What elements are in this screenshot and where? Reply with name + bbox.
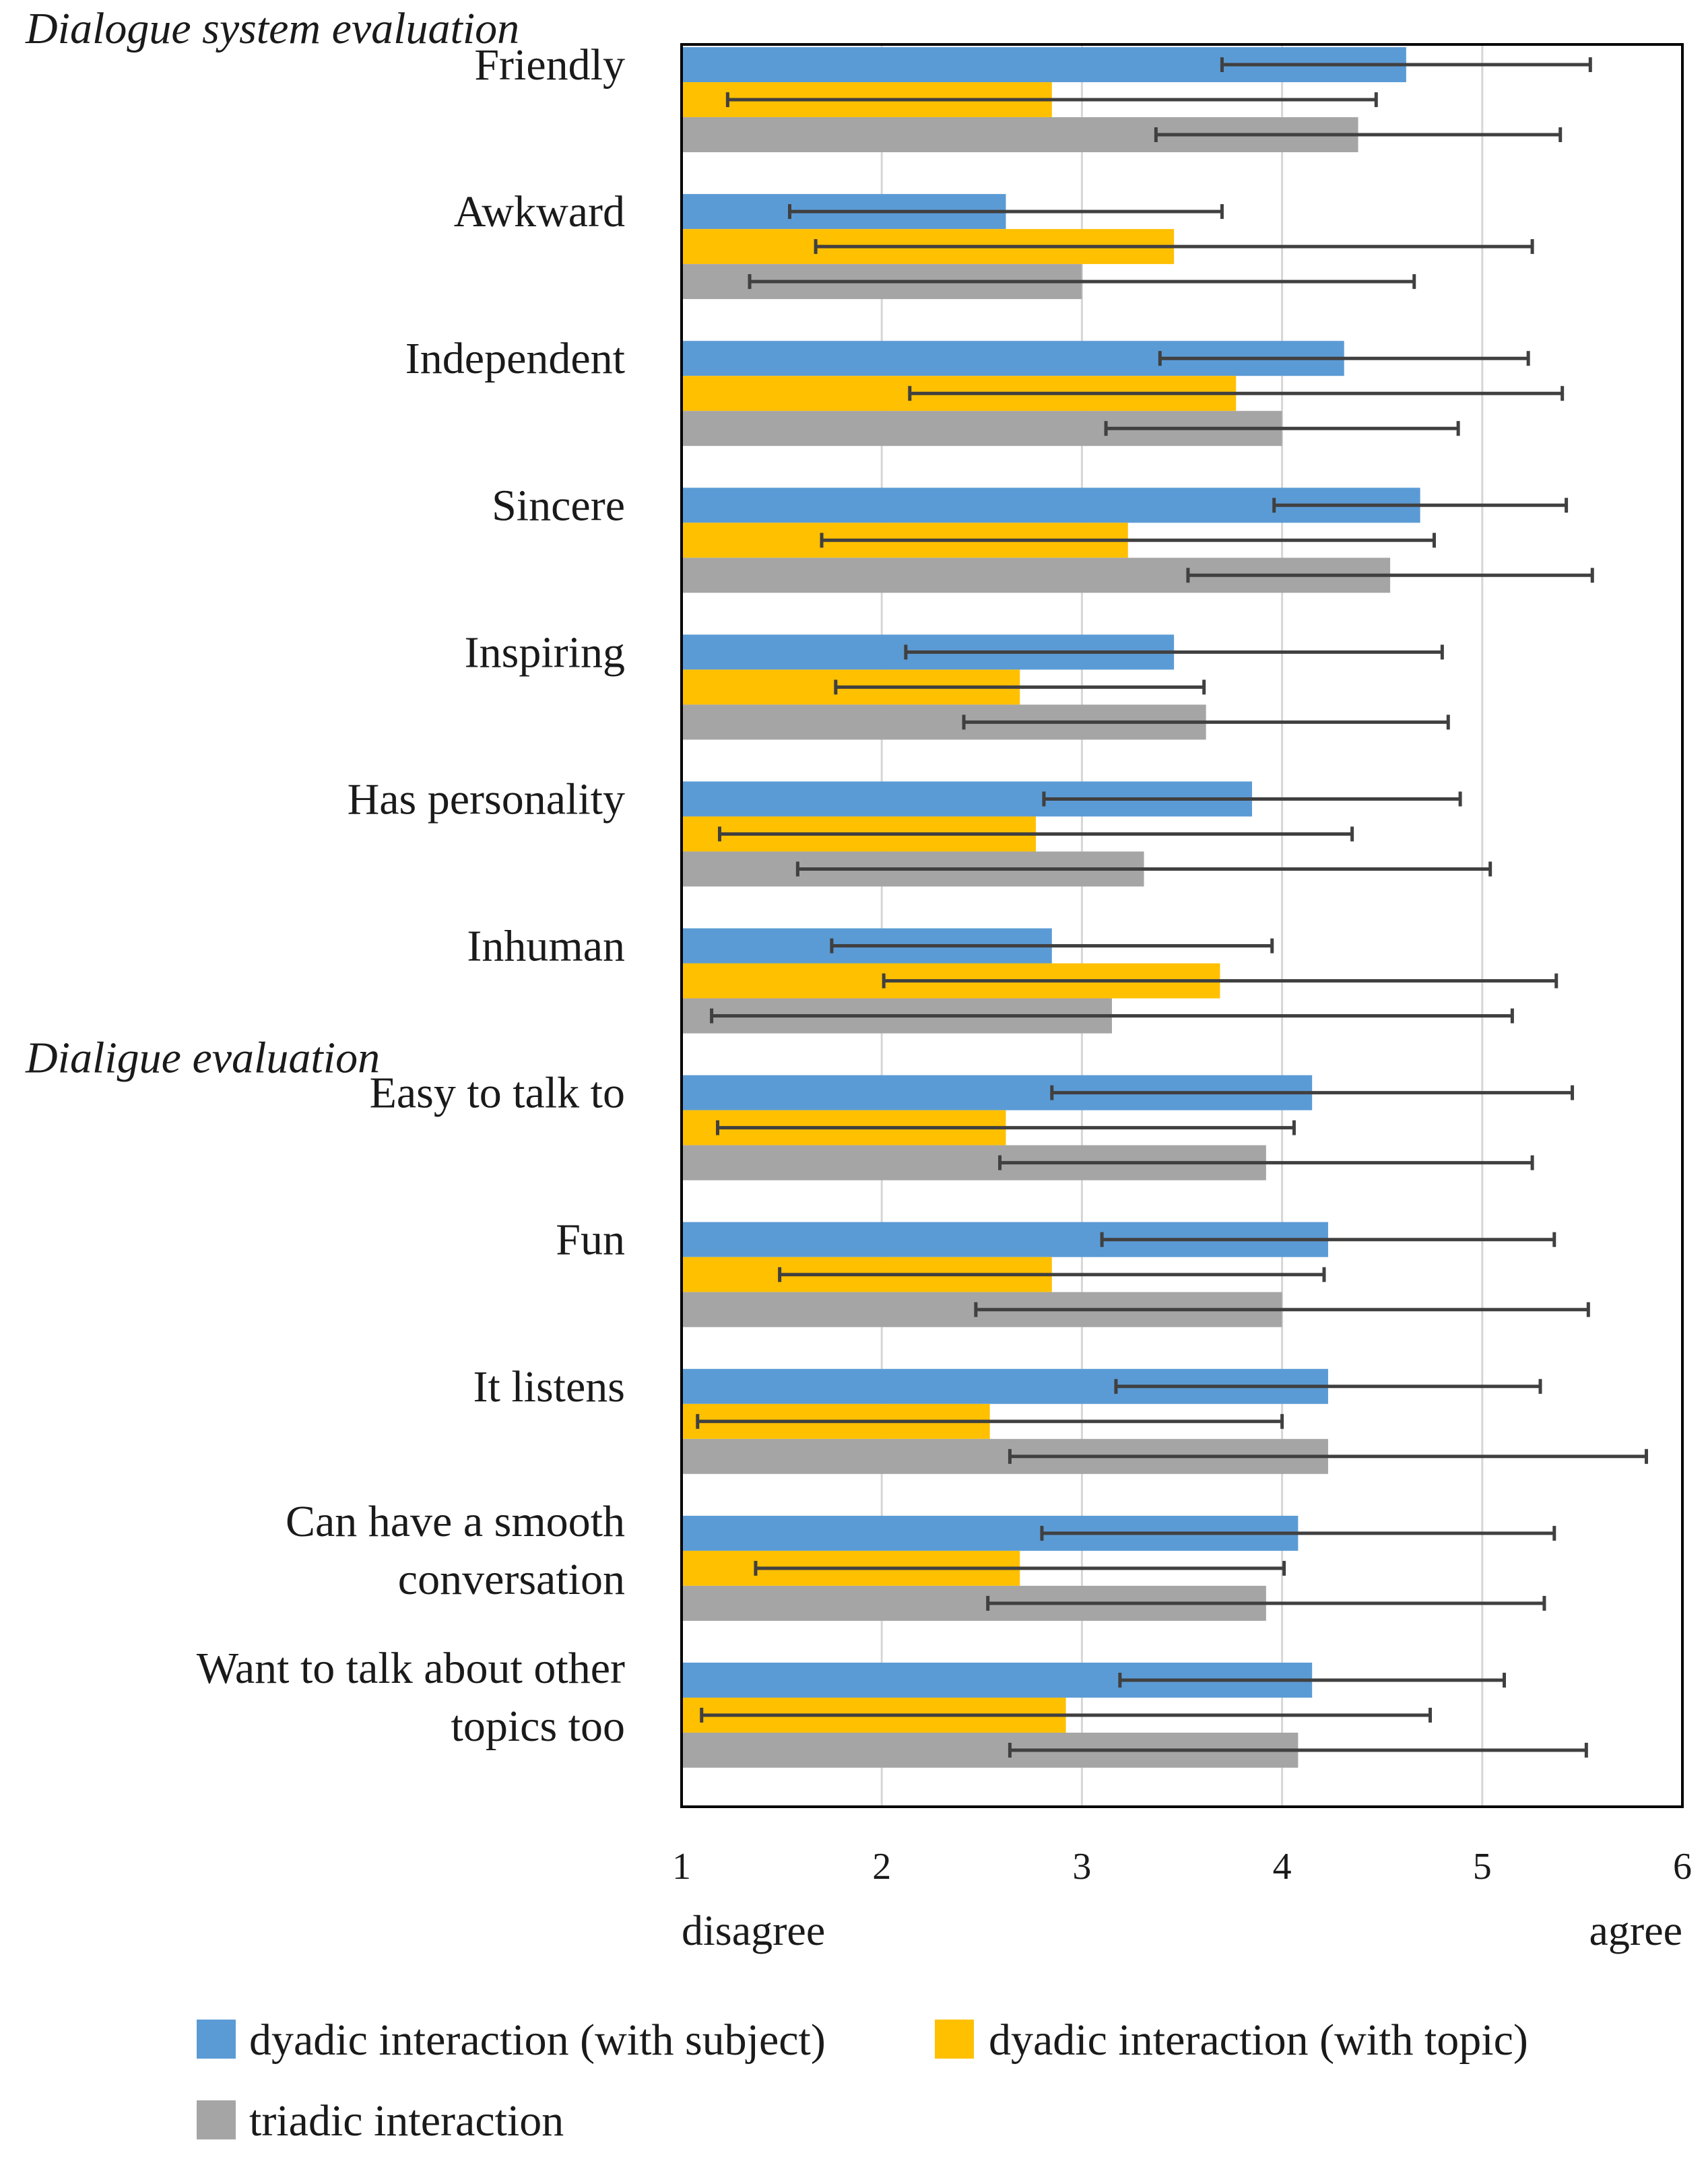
- legend-label-topic: dyadic interaction (with topic): [989, 2016, 1528, 2065]
- legend-label-subject: dyadic interaction (with subject): [249, 2016, 826, 2065]
- legend: dyadic interaction (with subject) dyadic…: [197, 2016, 1528, 2145]
- gridlines: [880, 44, 1484, 1807]
- x-tick-label: 3: [1072, 1846, 1091, 1888]
- x-axis-right-label: agree: [1589, 1906, 1682, 1954]
- category-label: Awkward: [454, 187, 625, 236]
- category-label: Fun: [556, 1216, 625, 1265]
- category-label: Easy to talk to: [370, 1069, 625, 1118]
- category-label: Inhuman: [467, 922, 625, 971]
- legend-label-triadic: triadic interaction: [249, 2096, 564, 2145]
- category-label: Sincere: [492, 481, 625, 530]
- category-label: Inspiring: [465, 628, 625, 677]
- x-tick-label: 4: [1273, 1846, 1292, 1888]
- x-tick-label: 2: [872, 1846, 891, 1888]
- legend-swatch-triadic: [197, 2100, 236, 2139]
- category-label: Want to talk about other topics too: [197, 1644, 625, 1751]
- section-title: Dialogue system evaluation: [25, 4, 519, 53]
- section-title: Dialigue evaluation: [25, 1034, 380, 1083]
- x-axis-left-label: disagree: [682, 1906, 825, 1954]
- bars: [682, 47, 1420, 1768]
- error-bars: [696, 57, 1649, 1758]
- legend-swatch-topic: [935, 2020, 974, 2059]
- x-axis-ticks: 1 2 3 4 5 6: [672, 1846, 1692, 1888]
- category-label: Friendly: [474, 40, 625, 90]
- x-tick-label: 6: [1673, 1846, 1692, 1888]
- x-tick-label: 1: [672, 1846, 691, 1888]
- category-label: Independent: [405, 334, 625, 383]
- plot-frame: [680, 43, 1684, 1808]
- x-tick-label: 5: [1473, 1846, 1492, 1888]
- category-label: Has personality: [348, 774, 625, 824]
- category-label: It listens: [473, 1362, 626, 1411]
- legend-swatch-subject: [197, 2020, 236, 2059]
- category-label: Can have a smooth conversation: [286, 1497, 625, 1604]
